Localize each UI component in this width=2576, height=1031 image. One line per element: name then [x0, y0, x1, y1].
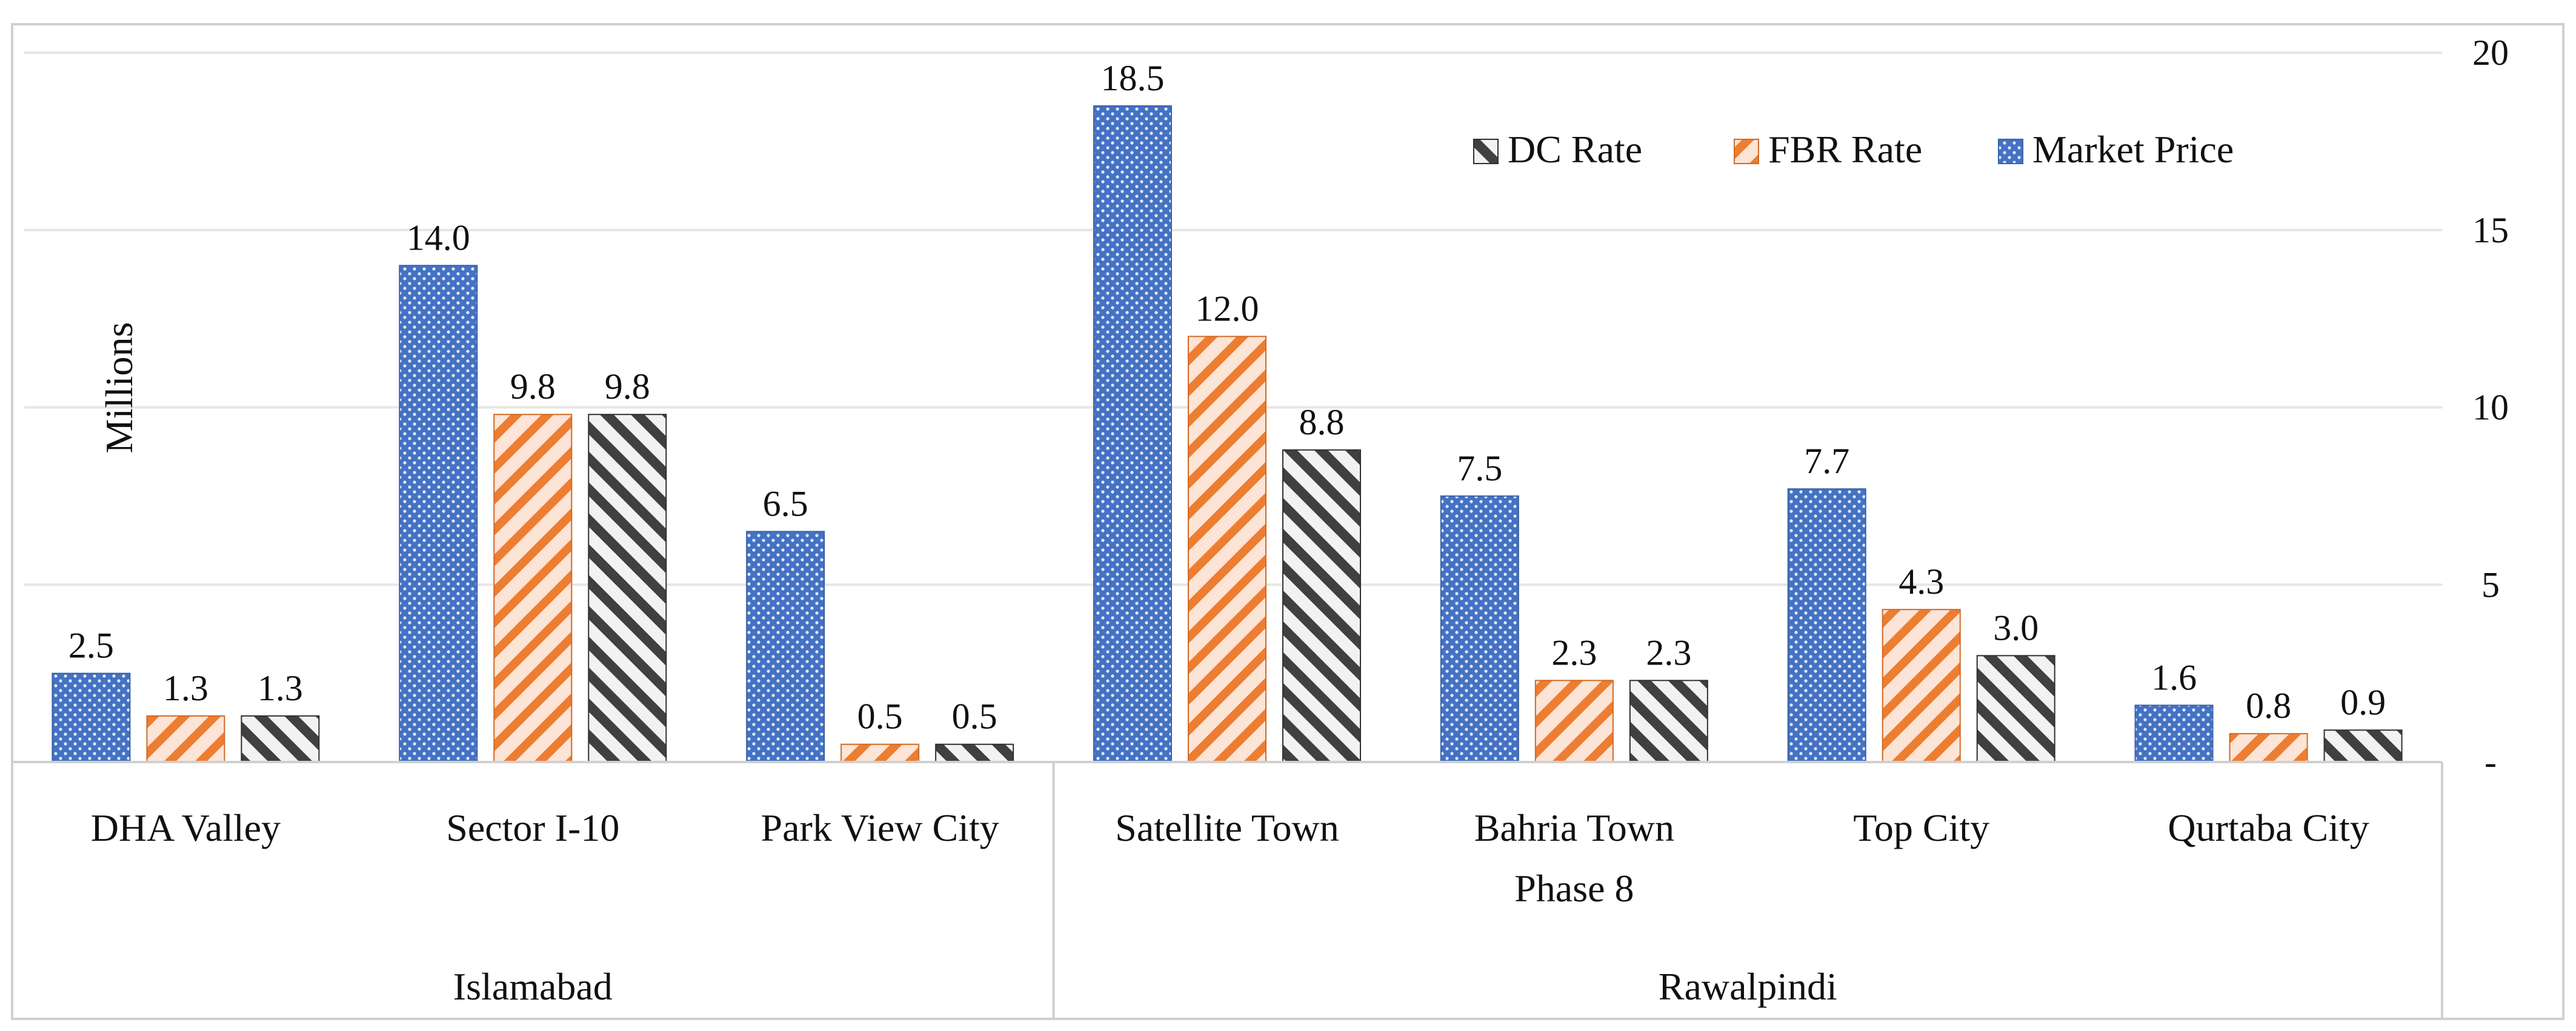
legend-swatch: [1998, 139, 2023, 164]
bar-fbr-rate: [493, 414, 573, 763]
data-label: 0.9: [2340, 682, 2386, 722]
legend-swatch: [1473, 139, 1499, 164]
y-tick-label: 20: [2472, 33, 2509, 73]
data-label: 12.0: [1196, 288, 1259, 328]
bar-market-price: [52, 672, 131, 763]
bar-dc-rate: [1976, 655, 2055, 763]
bar-market-price: [1440, 495, 1519, 763]
bar-dc-rate: [2323, 729, 2403, 763]
bar-dc-rate: [935, 743, 1014, 763]
data-label: 1.3: [258, 668, 303, 708]
group-label: Islamabad: [453, 965, 613, 1008]
bar-fbr-rate: [146, 715, 225, 763]
category-axis: DHA Valley Sector I-10 Park View City Satel…: [12, 761, 2443, 1019]
data-label: 7.7: [1804, 441, 1849, 481]
bar-fbr-rate: [1534, 680, 1614, 763]
bar-fbr-rate: [1188, 336, 1266, 763]
data-label: 7.5: [1457, 448, 1502, 488]
value-labels: 2.5 1.3 1.3 14.0 9.8 9.8 6.5 0.5 0.5 18.5 12.0 8.8 7…: [68, 58, 2386, 737]
data-label: 6.5: [763, 483, 808, 523]
data-label: 1.3: [163, 668, 208, 708]
group-label: Rawalpindi: [1659, 965, 1837, 1008]
category-label: DHA Valley: [91, 806, 281, 849]
bar-market-price: [2134, 704, 2214, 763]
bar-fbr-rate: [840, 743, 920, 763]
y-tick-label: 10: [2472, 388, 2509, 428]
category-label: Top City: [1853, 806, 1989, 849]
bar-market-price: [1787, 488, 1866, 763]
category-label: Bahria Town: [1474, 806, 1674, 849]
legend: DC Rate FBR Rate Market Price: [1473, 128, 2234, 171]
data-label: 14.0: [407, 217, 470, 257]
bar-dc-rate: [241, 715, 320, 763]
category-label: Sector I-10: [446, 806, 619, 849]
data-label: 4.3: [1899, 562, 1944, 602]
data-label: 3.0: [1993, 608, 2039, 648]
bar-fbr-rate: [1882, 609, 1961, 763]
data-label: 0.5: [952, 697, 997, 737]
data-label: 2.5: [68, 626, 114, 666]
y-tick-label: -: [2484, 742, 2497, 782]
data-label: 9.8: [510, 366, 556, 406]
bar-market-price: [1093, 105, 1172, 763]
bar-dc-rate: [1282, 449, 1361, 763]
data-label: 0.8: [2246, 686, 2291, 726]
y-axis-title: Millions: [98, 322, 141, 454]
bar-dc-rate: [1629, 680, 1708, 763]
data-label: 9.8: [605, 366, 650, 406]
category-label: Satellite Town: [1115, 806, 1339, 849]
bar-dc-rate: [588, 414, 667, 763]
data-label: 0.5: [857, 697, 903, 737]
bar-market-price: [746, 531, 825, 763]
category-label: Phase 8: [1514, 867, 1634, 910]
bar-market-price: [399, 265, 478, 763]
data-label: 18.5: [1101, 58, 1165, 98]
bars: [52, 105, 2403, 763]
category-label: Qurtaba City: [2168, 806, 2369, 849]
y-axis: - 5 10 15 20: [2472, 33, 2509, 782]
y-tick-label: 5: [2481, 565, 2500, 605]
data-label: 1.6: [2151, 657, 2197, 697]
data-label: 2.3: [1551, 632, 1597, 672]
legend-swatch: [1734, 139, 1759, 164]
legend-label: Market Price: [2032, 128, 2234, 171]
data-label: 8.8: [1299, 402, 1345, 442]
legend-label: DC Rate: [1508, 128, 1642, 171]
data-label: 2.3: [1646, 632, 1691, 672]
category-label: Park View City: [761, 806, 999, 849]
y-tick-label: 15: [2472, 210, 2509, 250]
legend-label: FBR Rate: [1768, 128, 1922, 171]
bar-fbr-rate: [2229, 733, 2308, 763]
